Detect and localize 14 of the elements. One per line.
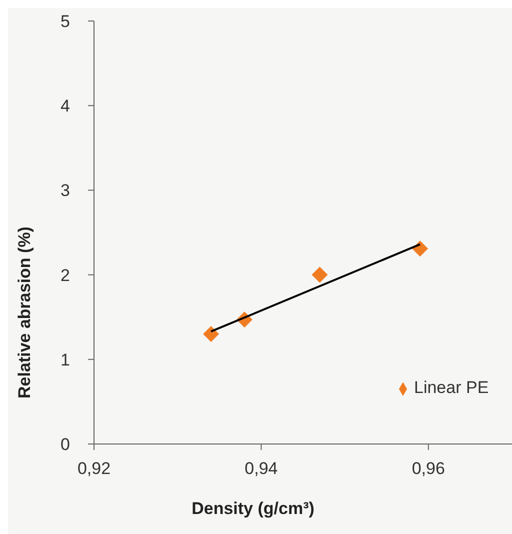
y-tick-label: 3	[60, 181, 70, 200]
x-tick-label: 0,92	[77, 459, 111, 478]
x-tick-label: 0,94	[244, 459, 278, 478]
x-axis-title: Density (g/cm³)	[192, 499, 314, 518]
point	[312, 266, 328, 283]
legend-label: Linear PE	[414, 378, 489, 397]
y-tick-label: 4	[60, 96, 70, 116]
y-tick-label: 1	[60, 350, 70, 370]
y-tick-label: 2	[60, 266, 70, 285]
x-tick-label: 0,96	[412, 459, 445, 478]
y-tick-label: 5	[60, 12, 70, 32]
point	[203, 326, 220, 342]
y-tick-label: 0	[60, 435, 70, 454]
y-axis-title: Relative abrasion (%)	[15, 226, 34, 398]
